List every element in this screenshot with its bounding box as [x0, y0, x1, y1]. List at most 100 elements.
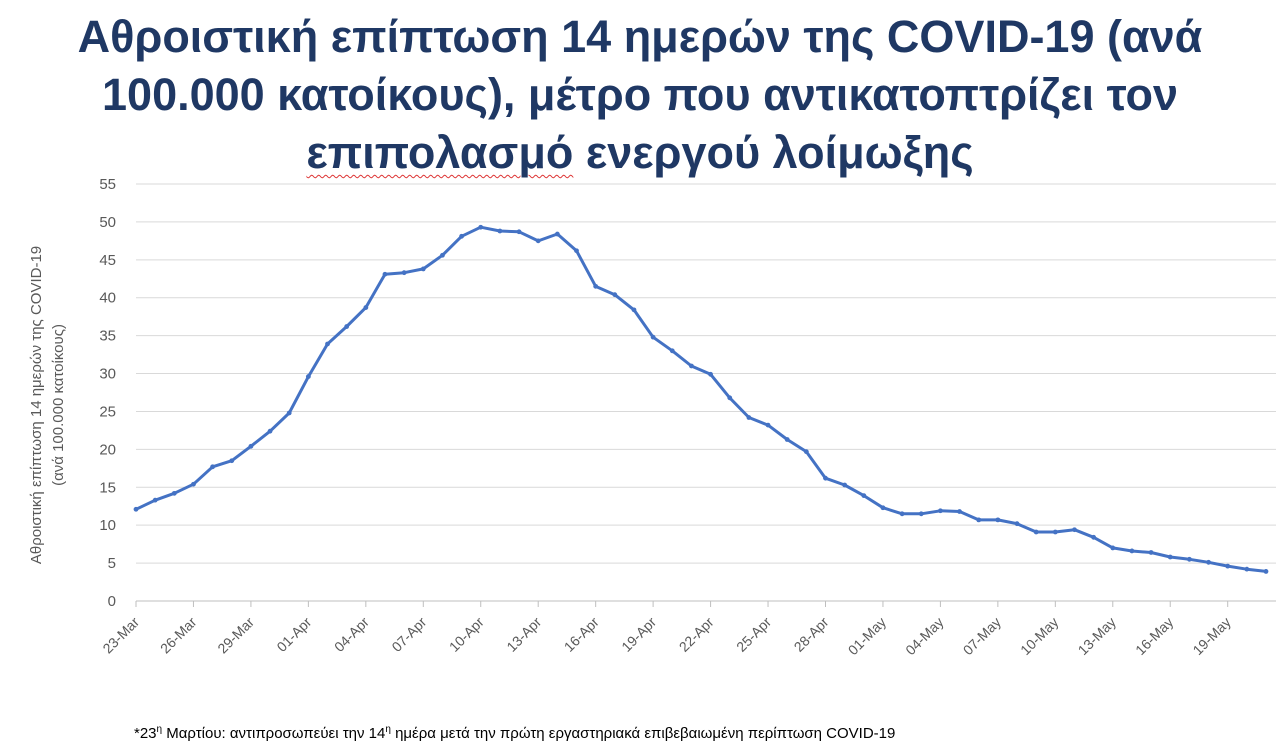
data-point-28	[669, 348, 675, 354]
data-point-43	[957, 509, 962, 514]
data-point-23	[574, 248, 579, 254]
x-tick-label-04-May: 04-May	[902, 614, 946, 658]
x-tick-label-19-Apr: 19-Apr	[618, 614, 659, 655]
data-point-3	[191, 481, 196, 487]
data-point-54	[1167, 554, 1173, 560]
x-tick-label-25-Apr: 25-Apr	[733, 614, 774, 655]
footnote-middle: Μαρτίου: αντιπροσωπεύει την 14	[162, 725, 386, 742]
x-axis-ticks: 23-Mar 26-Mar 29-Mar 01-Apr 04-Apr 07-Apr 10-A…	[99, 601, 1234, 658]
data-point-48	[1052, 529, 1058, 535]
x-tick-label-26-Mar: 26-Mar	[157, 614, 200, 657]
footnote: *23η Μαρτίου: αντιπροσωπεύει την 14η ημέ…	[134, 724, 895, 742]
y-axis-ticks: 0 5 10 15 20 25 30 35 40 45 50 55	[99, 176, 116, 610]
x-tick-label-29-Mar: 29-Mar	[214, 614, 257, 657]
data-point-16	[440, 252, 445, 258]
x-tick-label-19-May: 19-May	[1189, 614, 1233, 658]
data-point-1	[152, 497, 158, 503]
data-point-55	[1186, 556, 1192, 562]
data-point-29	[689, 363, 694, 369]
y-tick-label-45: 45	[99, 252, 116, 269]
x-tick-label-01-Apr: 01-Apr	[273, 614, 314, 655]
x-tick-label-13-May: 13-May	[1075, 614, 1119, 658]
footnote-sup-2: η	[385, 724, 391, 735]
data-point-11	[344, 324, 350, 329]
x-tick-label-23-Mar: 23-Mar	[99, 614, 142, 657]
data-point-19	[497, 228, 503, 234]
y-tick-label-20: 20	[99, 441, 116, 458]
data-point-34	[784, 437, 790, 442]
footnote-prefix: *23	[134, 725, 157, 742]
data-point-47	[1033, 529, 1039, 535]
y-tick-label-15: 15	[99, 479, 116, 496]
data-point-20	[516, 229, 522, 235]
data-point-58	[1244, 566, 1250, 572]
y-axis-label-line-2: (ανά 100.000 κατοίκους)	[50, 324, 67, 486]
data-point-46	[1014, 521, 1020, 527]
data-point-35	[803, 449, 809, 455]
data-point-42	[938, 508, 943, 514]
chart-title-line-2: 100.000 κατοίκους), μέτρο που αντικατοπτ…	[102, 69, 1178, 120]
y-tick-label-35: 35	[99, 328, 116, 345]
spellcheck-word: επιπολασμό	[306, 127, 574, 178]
y-tick-label-10: 10	[99, 517, 116, 534]
data-point-45	[995, 517, 1001, 523]
series-line	[133, 224, 1269, 574]
footnote-suffix: ημέρα μετά την πρώτη εργαστηριακά επιβεβ…	[390, 725, 896, 742]
data-point-27	[650, 334, 656, 340]
data-point-22	[554, 231, 560, 237]
data-point-36	[823, 475, 828, 481]
data-point-10	[325, 341, 330, 347]
y-tick-label-5: 5	[108, 555, 116, 572]
data-point-50	[1091, 534, 1097, 540]
data-point-13	[382, 271, 388, 277]
x-tick-label-28-Apr: 28-Apr	[791, 614, 832, 655]
x-tick-label-07-May: 07-May	[960, 614, 1004, 658]
y-tick-label-40: 40	[99, 290, 116, 307]
y-tick-label-50: 50	[99, 214, 116, 231]
line-chart: 0 5 10 15 20 25 30 35 40 45 50 55 23-Mar 26-Mar 29-Ma…	[28, 176, 1276, 658]
data-point-14	[401, 270, 407, 276]
y-axis-label-line-1: Αθροιστική επίπτωση 14 ημερών της COVID-…	[28, 246, 45, 564]
x-tick-label-22-Apr: 22-Apr	[676, 614, 717, 655]
data-point-9	[305, 374, 311, 379]
y-tick-label-55: 55	[99, 176, 116, 193]
data-point-12	[363, 305, 369, 310]
x-tick-label-16-May: 16-May	[1132, 614, 1176, 658]
x-tick-label-01-May: 01-May	[845, 614, 889, 658]
data-point-0	[133, 506, 139, 512]
data-point-24	[593, 283, 599, 289]
y-tick-label-30: 30	[99, 366, 116, 383]
data-point-32	[746, 415, 752, 420]
data-point-33	[765, 422, 771, 428]
data-point-52	[1129, 548, 1135, 554]
data-point-2	[171, 490, 177, 496]
data-point-51	[1110, 545, 1116, 551]
footnote-sup-1: η	[156, 724, 163, 735]
x-tick-label-10-Apr: 10-Apr	[446, 614, 487, 655]
data-point-5	[229, 458, 235, 464]
data-point-17	[459, 233, 464, 239]
data-point-30	[708, 371, 713, 377]
x-tick-label-04-Apr: 04-Apr	[331, 614, 372, 655]
data-point-4	[210, 464, 216, 470]
data-point-59	[1263, 569, 1269, 574]
data-point-39	[880, 505, 886, 511]
data-point-44	[976, 517, 982, 523]
data-point-57	[1225, 563, 1231, 569]
data-point-6	[248, 443, 254, 449]
x-tick-label-10-May: 10-May	[1017, 614, 1061, 658]
data-point-31	[727, 395, 733, 401]
data-point-49	[1072, 527, 1077, 533]
data-point-21	[535, 238, 541, 244]
data-point-38	[861, 493, 867, 499]
chart-title: Αθροιστική επίπτωση 14 ημερών της COVID-…	[40, 8, 1240, 182]
chart-title-line-3: επιπολασμό ενεργού λοίμωξης	[40, 124, 1240, 182]
data-point-25	[612, 292, 618, 298]
data-point-18	[478, 224, 484, 230]
data-point-7	[267, 428, 273, 434]
data-point-37	[842, 482, 848, 488]
data-point-8	[286, 410, 292, 416]
data-point-26	[631, 307, 637, 313]
x-tick-label-13-Apr: 13-Apr	[503, 614, 544, 655]
chart-title-line-3-rest: ενεργού λοίμωξης	[573, 127, 974, 178]
